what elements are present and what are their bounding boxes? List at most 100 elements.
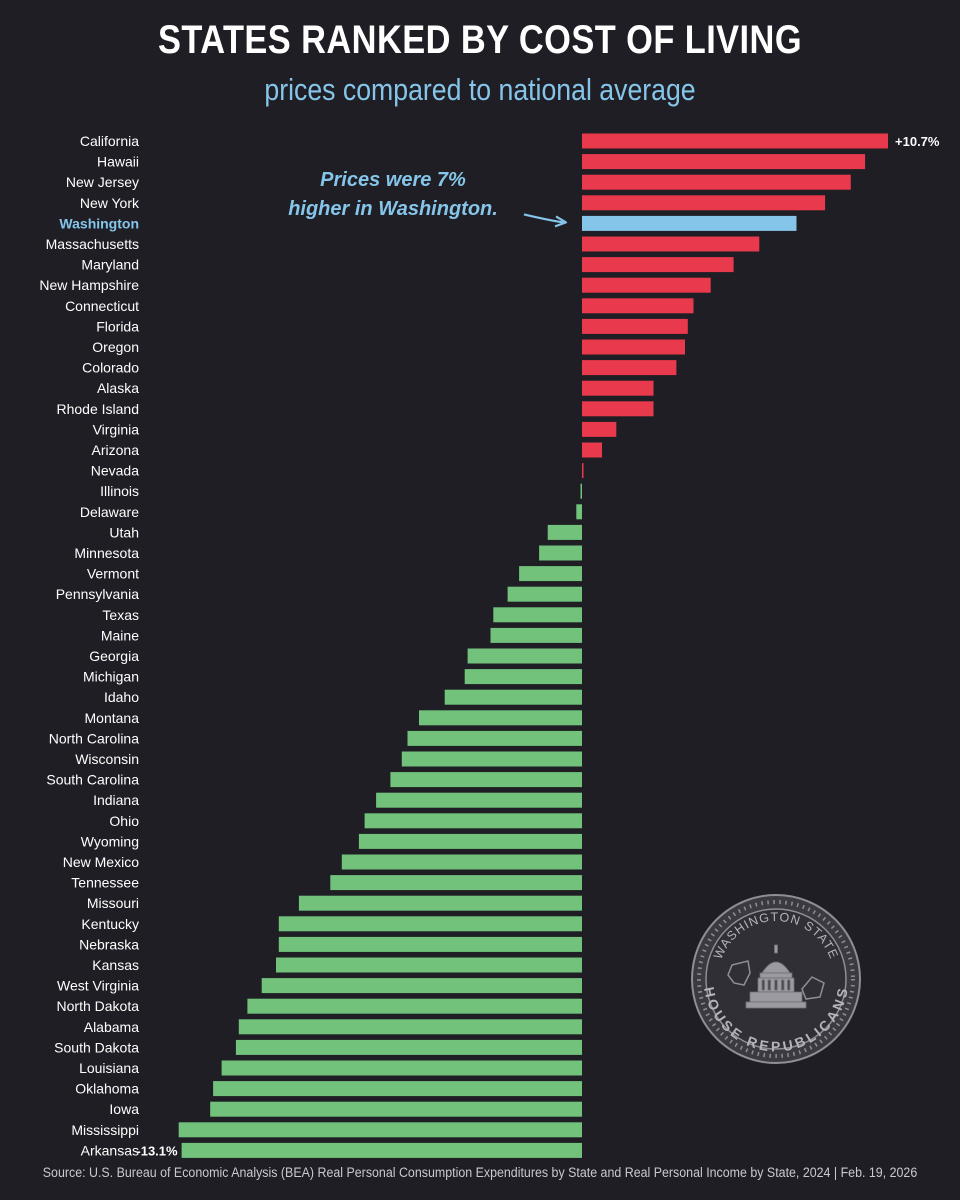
category-label-hawaii: Hawaii <box>97 154 139 170</box>
house-republicans-seal: WASHINGTON STATE HOUSE REPUBLICANS <box>691 894 861 1064</box>
category-label-vermont: Vermont <box>87 566 139 582</box>
category-label-west-virginia: West Virginia <box>57 978 139 994</box>
category-label-oregon: Oregon <box>92 339 139 355</box>
category-label-nebraska: Nebraska <box>79 936 139 952</box>
category-label-new-york: New York <box>80 195 140 211</box>
washington-state-outline-icon <box>727 960 751 986</box>
bar-nevada <box>582 463 584 479</box>
category-label-north-dakota: North Dakota <box>57 998 140 1014</box>
bar-arizona <box>582 442 602 458</box>
bar-north-dakota <box>247 998 582 1014</box>
category-label-arkansas: Arkansas <box>81 1142 139 1158</box>
category-label-georgia: Georgia <box>89 648 139 664</box>
data-label-california: +10.7% <box>895 134 940 149</box>
bar-washington <box>582 215 797 231</box>
bar-kansas <box>276 957 582 973</box>
bar-new-york <box>582 195 826 211</box>
bar-south-carolina <box>390 772 582 788</box>
bar-oklahoma <box>213 1081 582 1097</box>
seal-dotted-ring <box>697 900 855 1058</box>
bar-west-virginia <box>261 978 582 994</box>
category-label-utah: Utah <box>109 524 139 540</box>
annotation-arrow-icon <box>523 213 564 224</box>
source-note: Source: U.S. Bureau of Economic Analysis… <box>42 1165 918 1180</box>
bar-pennsylvania <box>507 586 582 602</box>
bar-oregon <box>582 339 685 355</box>
bar-tennessee <box>330 875 582 891</box>
category-label-indiana: Indiana <box>93 792 139 808</box>
bar-alabama <box>238 1019 583 1035</box>
category-label-rhode-island: Rhode Island <box>56 401 139 417</box>
category-label-new-mexico: New Mexico <box>63 854 139 870</box>
annotation-line-1: Prices were 7% <box>320 169 466 191</box>
bar-new-hampshire <box>582 277 711 293</box>
bar-illinois <box>580 483 582 499</box>
annotation-line-2: higher in Washington. <box>288 198 498 220</box>
category-label-ohio: Ohio <box>109 813 139 829</box>
category-label-minnesota: Minnesota <box>74 545 139 561</box>
bar-arkansas <box>181 1142 582 1158</box>
bar-florida <box>582 318 688 334</box>
bar-california <box>582 133 888 149</box>
bar-indiana <box>376 792 582 808</box>
washington-annotation: Prices were 7% higher in Washington. <box>268 166 518 224</box>
category-label-connecticut: Connecticut <box>65 298 139 314</box>
bar-missouri <box>298 895 582 911</box>
category-label-arizona: Arizona <box>92 442 140 458</box>
bar-vermont <box>519 566 582 582</box>
bar-alaska <box>582 380 654 396</box>
bar-minnesota <box>539 545 582 561</box>
bar-iowa <box>210 1101 582 1117</box>
bar-massachusetts <box>582 236 760 252</box>
category-label-wisconsin: Wisconsin <box>75 751 139 767</box>
capitol-dome-icon <box>745 944 807 1009</box>
bar-wisconsin <box>401 751 582 767</box>
category-label-alabama: Alabama <box>84 1019 139 1035</box>
category-label-north-carolina: North Carolina <box>49 730 139 746</box>
category-label-california: California <box>80 133 139 149</box>
bar-maine <box>490 627 582 643</box>
category-label-kansas: Kansas <box>92 957 139 973</box>
bar-louisiana <box>221 1060 582 1076</box>
bar-virginia <box>582 421 617 437</box>
category-label-illinois: Illinois <box>100 483 139 499</box>
category-label-delaware: Delaware <box>80 504 139 520</box>
bar-ohio <box>364 813 582 829</box>
bar-rhode-island <box>582 401 654 417</box>
category-label-virginia: Virginia <box>93 421 140 437</box>
annotation-arrowhead-icon <box>554 215 568 228</box>
bar-wyoming <box>358 833 582 849</box>
category-label-oklahoma: Oklahoma <box>75 1081 139 1097</box>
category-label-massachusetts: Massachusetts <box>46 236 139 252</box>
category-label-colorado: Colorado <box>82 360 139 376</box>
category-label-new-jersey: New Jersey <box>66 174 139 190</box>
category-label-maine: Maine <box>101 627 139 643</box>
category-label-florida: Florida <box>96 318 139 334</box>
category-label-missouri: Missouri <box>87 895 139 911</box>
bar-south-dakota <box>235 1039 582 1055</box>
data-label-arkansas: -13.1% <box>136 1143 178 1158</box>
category-label-south-dakota: South Dakota <box>54 1039 139 1055</box>
category-label-mississippi: Mississippi <box>71 1122 139 1138</box>
bar-idaho <box>444 689 582 705</box>
category-label-south-carolina: South Carolina <box>46 772 139 788</box>
category-label-kentucky: Kentucky <box>81 916 139 932</box>
bar-utah <box>547 524 582 540</box>
category-label-maryland: Maryland <box>81 257 139 273</box>
state-outline-icon <box>801 976 825 1000</box>
category-label-idaho: Idaho <box>104 689 139 705</box>
bar-kentucky <box>278 916 582 932</box>
bar-delaware <box>576 504 582 520</box>
bar-new-mexico <box>341 854 582 870</box>
category-label-washington: Washington <box>59 215 139 231</box>
bar-montana <box>419 710 582 726</box>
bar-new-jersey <box>582 174 851 190</box>
bar-maryland <box>582 257 734 273</box>
bar-georgia <box>467 648 582 664</box>
bar-texas <box>493 607 582 623</box>
category-label-texas: Texas <box>102 607 139 623</box>
category-label-pennsylvania: Pennsylvania <box>56 586 139 602</box>
category-label-iowa: Iowa <box>109 1101 139 1117</box>
chart-title: STATES RANKED BY COST OF LIVING <box>157 18 803 62</box>
